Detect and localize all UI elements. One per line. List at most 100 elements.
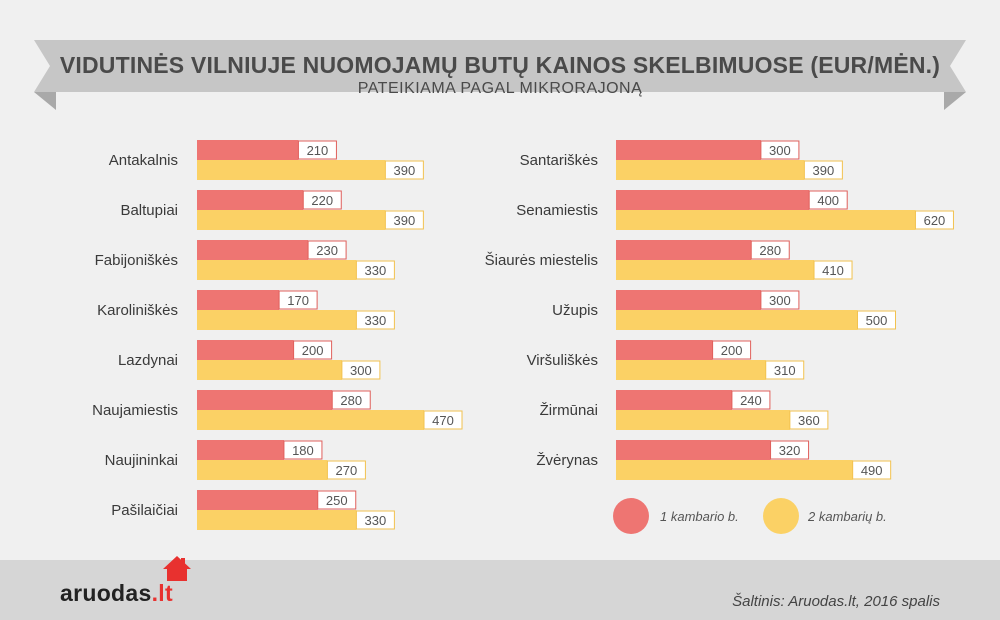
data-label: 300 (769, 293, 791, 308)
bar-one-room (616, 190, 810, 210)
data-label: 300 (769, 143, 791, 158)
bar-chart: Antakalnis 210 390 Baltupiai 220 390 Fabijoniš… (92, 140, 954, 530)
data-label: 270 (336, 463, 358, 478)
logo-main-text: aruodas (60, 580, 152, 606)
data-label-box (384, 160, 424, 180)
data-label-box (331, 390, 371, 410)
bar-one-room (197, 340, 294, 360)
data-label-box (765, 360, 805, 380)
data-label: 180 (292, 443, 314, 458)
category-label: Naujininkai (105, 452, 178, 469)
data-label-box (852, 460, 892, 480)
category-label: Žirmūnai (540, 402, 598, 419)
house-icon (163, 556, 191, 581)
data-label: 390 (813, 163, 835, 178)
data-label-box (760, 140, 800, 160)
bar-two-room (197, 260, 357, 280)
bar-two-room (616, 160, 805, 180)
data-label-box (326, 460, 366, 480)
ribbon-band (34, 40, 966, 92)
data-label-box (297, 140, 337, 160)
bar-one-room (616, 340, 713, 360)
category-label: Karoliniškės (97, 302, 178, 319)
bar-one-room (197, 390, 333, 410)
chart-subtitle: PATEIKIAMA PAGAL MIKRORAJONĄ (357, 80, 643, 97)
aruodas-logo[interactable]: aruodas.lt (60, 580, 173, 607)
data-label: 250 (326, 493, 348, 508)
data-label: 300 (350, 363, 372, 378)
bar-two-room (197, 210, 386, 230)
data-label-box (813, 260, 853, 280)
category-label: Fabijoniškės (95, 252, 178, 269)
bar-two-room (197, 160, 386, 180)
data-label-box (355, 510, 395, 530)
chart-title: VIDUTINĖS VILNIUJE NUOMOJAMŲ BUTŲ KAINOS… (59, 52, 941, 78)
bar-two-room (616, 360, 766, 380)
bar-two-room (197, 460, 328, 480)
data-label: 500 (866, 313, 888, 328)
legend-label-two-room: 2 kambarių b. (808, 509, 887, 524)
bar-one-room (616, 390, 732, 410)
data-label: 620 (924, 213, 946, 228)
bar-one-room (197, 240, 309, 260)
logo-suffix-text: .lt (151, 580, 173, 606)
data-label: 330 (365, 313, 387, 328)
title-ribbon (34, 40, 966, 110)
ribbon-fold-left (34, 92, 56, 110)
category-label: Baltupiai (120, 202, 178, 219)
data-label: 280 (759, 243, 781, 258)
ribbon-fold-right (944, 92, 966, 110)
category-label: Šiaurės miestelis (485, 252, 598, 269)
data-label: 330 (365, 263, 387, 278)
data-label-box (808, 190, 848, 210)
data-label: 410 (822, 263, 844, 278)
category-label: Antakalnis (109, 152, 178, 169)
data-label-box (341, 360, 381, 380)
data-label: 470 (432, 413, 454, 428)
data-label: 490 (861, 463, 883, 478)
data-label: 280 (340, 393, 362, 408)
data-label: 170 (287, 293, 309, 308)
bar-one-room (197, 140, 299, 160)
data-label: 360 (798, 413, 820, 428)
category-label: Pašilaičiai (111, 502, 178, 519)
bar-one-room (616, 440, 771, 460)
bar-one-room (197, 190, 304, 210)
data-label: 240 (740, 393, 762, 408)
data-label-box (789, 410, 829, 430)
data-label-box (770, 440, 810, 460)
data-label-box (307, 240, 347, 260)
data-label: 210 (307, 143, 329, 158)
data-label: 200 (721, 343, 743, 358)
category-label: Senamiestis (516, 202, 598, 219)
data-label-box (278, 290, 318, 310)
category-label: Žvėrynas (536, 452, 598, 469)
bar-one-room (616, 240, 752, 260)
bar-two-room (616, 410, 790, 430)
data-label: 320 (779, 443, 801, 458)
data-label: 230 (316, 243, 338, 258)
data-label-box (731, 390, 771, 410)
bar-two-room (616, 460, 853, 480)
category-label: Viršuliškės (527, 352, 598, 369)
data-label-box (293, 340, 333, 360)
data-label: 220 (311, 193, 333, 208)
data-label: 310 (774, 363, 796, 378)
data-label-box (384, 210, 424, 230)
bar-two-room (616, 310, 858, 330)
source-note: Šaltinis: Aruodas.lt, 2016 spalis (732, 593, 940, 610)
category-label: Lazdynai (118, 352, 178, 369)
bar-two-room (616, 210, 916, 230)
bar-two-room (197, 510, 357, 530)
bar-one-room (616, 140, 761, 160)
footer: aruodas.lt Šaltinis: Aruodas.lt, 2016 sp… (0, 556, 1000, 620)
data-label: 390 (394, 213, 416, 228)
bar-two-room (197, 310, 357, 330)
legend-swatch-one-room (613, 498, 649, 534)
legend-swatch-two-room (763, 498, 799, 534)
bar-one-room (197, 290, 280, 310)
data-label: 400 (817, 193, 839, 208)
data-label-box (857, 310, 896, 330)
data-label-box (914, 210, 954, 230)
data-label-box (302, 190, 342, 210)
